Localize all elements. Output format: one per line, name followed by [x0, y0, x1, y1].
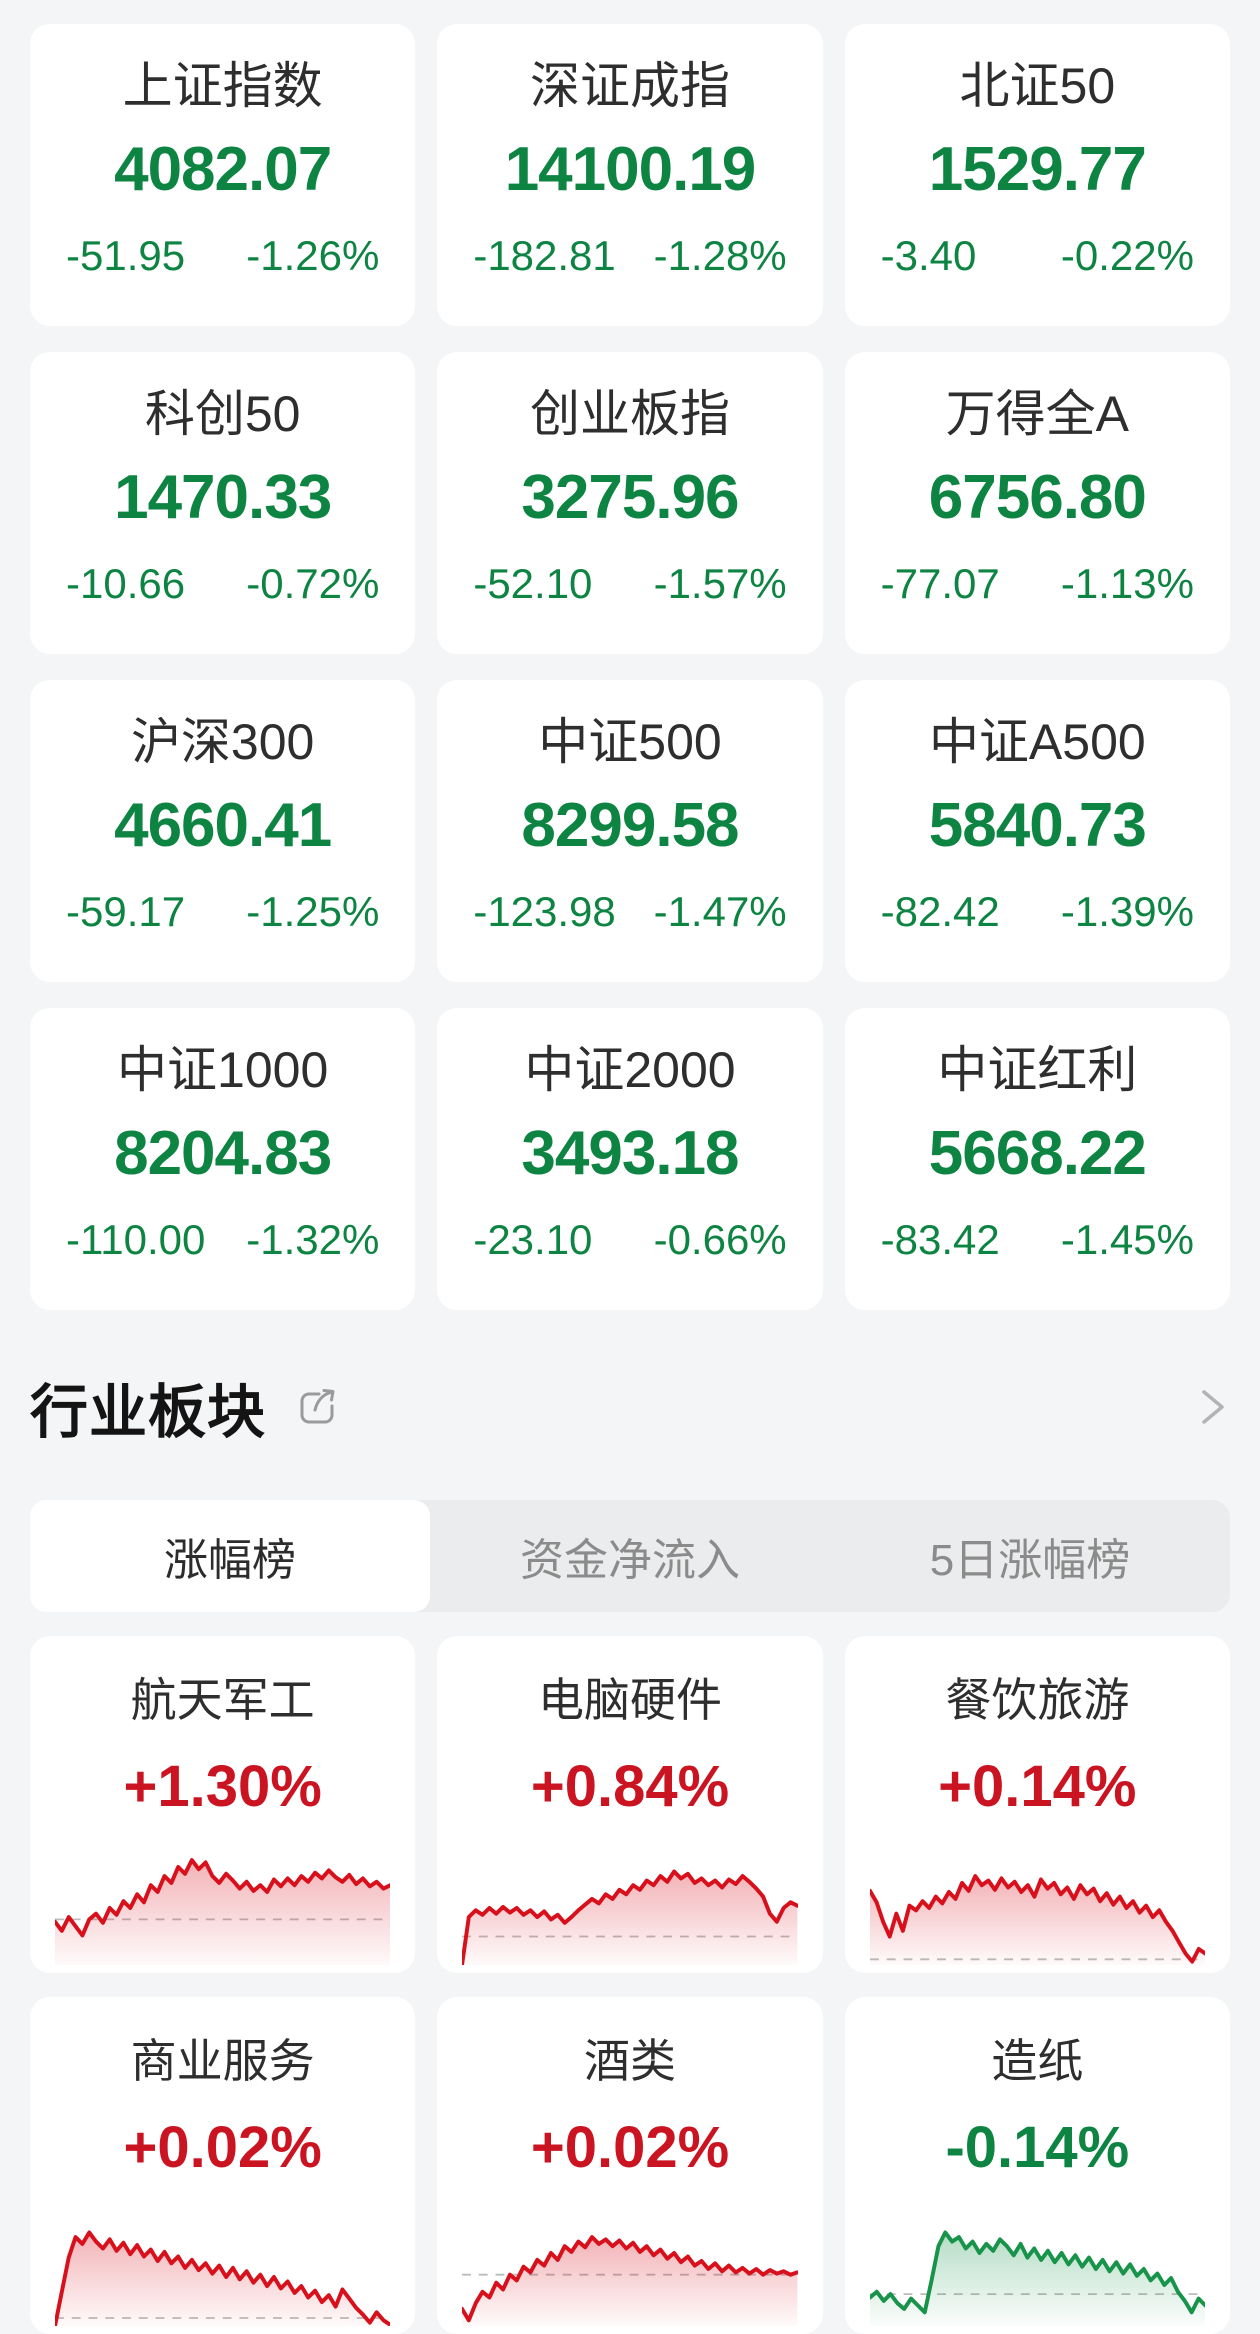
index-value: 14100.19	[504, 135, 757, 204]
index-change-pct: -0.66%	[653, 1216, 787, 1263]
index-change-pct: -1.32%	[246, 1216, 380, 1263]
sector-change: +0.14%	[938, 1754, 1137, 1819]
sector-name: 酒类	[583, 2035, 676, 2087]
sector-change: +0.02%	[123, 2115, 322, 2180]
index-value: 1529.77	[928, 135, 1147, 204]
sector-card-business-services[interactable]: 商业服务 +0.02%	[30, 1997, 416, 2334]
index-card-kechuang50[interactable]: 科创50 1470.33 -10.66 -0.72%	[30, 352, 416, 654]
index-value: 8204.83	[114, 1119, 332, 1188]
index-change: -3.40	[880, 232, 977, 279]
index-value: 8299.58	[521, 791, 739, 860]
sector-name: 造纸	[991, 2035, 1084, 2087]
index-change-pct: -1.28%	[653, 232, 787, 279]
sector-sparkline-chart	[869, 1851, 1205, 1965]
index-change-pct: -1.39%	[1060, 888, 1194, 935]
index-name: 上证指数	[122, 58, 323, 114]
index-card-zhongzheng1000[interactable]: 中证1000 8204.83 -110.00 -1.32%	[30, 1008, 416, 1310]
index-card-beizheng50[interactable]: 北证50 1529.77 -3.40 -0.22%	[844, 24, 1230, 326]
index-change: -182.81	[473, 232, 616, 279]
tab-net-inflow[interactable]: 资金净流入	[520, 1536, 740, 1585]
index-value: 6756.80	[928, 463, 1147, 532]
index-name: 万得全A	[945, 386, 1129, 442]
index-card-grid: 上证指数 4082.07 -51.95 -1.26% 深证成指 14100.19…	[30, 24, 1230, 1310]
sector-card-grid: 航天军工 +1.30% 电脑硬件 +0.84% 餐饮旅游 +0.14% 商业服务…	[30, 1636, 1230, 2334]
index-card-hushen300[interactable]: 沪深300 4660.41 -59.17 -1.25%	[30, 680, 416, 982]
index-change-pct: -1.57%	[653, 560, 787, 607]
tab-gainers[interactable]: 涨幅榜	[30, 1500, 430, 1612]
sector-name: 电脑硬件	[537, 1674, 722, 1726]
sector-sparkline-chart	[55, 2212, 391, 2326]
index-change: -23.10	[473, 1216, 593, 1263]
index-change: -59.17	[66, 888, 186, 935]
index-card-wind-all-a[interactable]: 万得全A 6756.80 -77.07 -1.13%	[844, 352, 1230, 654]
sector-name: 航天军工	[130, 1674, 315, 1726]
index-change-pct: -1.47%	[653, 888, 787, 935]
chevron-right-icon[interactable]	[1196, 1384, 1230, 1430]
index-card-zhongzheng-hongli[interactable]: 中证红利 5668.22 -83.42 -1.45%	[844, 1008, 1230, 1310]
sector-section-header: 行业板块	[30, 1370, 1230, 1445]
sector-card-papermaking[interactable]: 造纸 -0.14%	[844, 1997, 1230, 2334]
index-change: -82.42	[880, 888, 1000, 935]
index-value: 4082.07	[114, 135, 332, 204]
sector-change: +0.84%	[530, 1754, 730, 1819]
index-name: 中证A500	[928, 714, 1146, 770]
index-change-pct: -1.25%	[246, 888, 380, 935]
index-card-chuangyeban[interactable]: 创业板指 3275.96 -52.10 -1.57%	[437, 352, 823, 654]
index-change: -123.98	[473, 888, 616, 935]
sector-card-computer-hardware[interactable]: 电脑硬件 +0.84%	[437, 1636, 823, 1973]
index-card-zhongzheng-a500[interactable]: 中证A500 5840.73 -82.42 -1.39%	[844, 680, 1230, 982]
index-name: 北证50	[959, 58, 1116, 114]
sector-card-aerospace[interactable]: 航天军工 +1.30%	[30, 1636, 416, 1973]
sector-sparkline-chart	[462, 1851, 798, 1965]
index-value: 1470.33	[114, 463, 332, 532]
sector-change: +1.30%	[123, 1754, 322, 1819]
section-title: 行业板块	[30, 1380, 267, 1445]
index-change: -10.66	[66, 560, 186, 607]
index-card-shenzhen[interactable]: 深证成指 14100.19 -182.81 -1.28%	[437, 24, 823, 326]
sector-name: 商业服务	[130, 2035, 315, 2087]
index-change: -52.10	[473, 560, 593, 607]
index-card-shanghai[interactable]: 上证指数 4082.07 -51.95 -1.26%	[30, 24, 416, 326]
index-name: 中证红利	[937, 1042, 1138, 1098]
index-value: 5840.73	[928, 791, 1147, 860]
index-change-pct: -1.45%	[1060, 1216, 1194, 1263]
sector-sparkline-chart	[462, 2212, 798, 2326]
sector-sparkline-chart	[55, 1851, 391, 1965]
sector-card-liquor[interactable]: 酒类 +0.02%	[437, 1997, 823, 2334]
index-name: 创业板指	[529, 386, 730, 442]
index-value: 4660.41	[114, 791, 332, 860]
index-name: 中证500	[538, 714, 722, 770]
index-value: 3275.96	[521, 463, 739, 532]
index-change: -110.00	[66, 1216, 206, 1263]
sector-sparkline-chart	[869, 2212, 1205, 2326]
index-name: 沪深300	[130, 714, 315, 770]
index-value: 3493.18	[521, 1119, 739, 1188]
sector-change: -0.14%	[945, 2115, 1130, 2180]
index-name: 科创50	[144, 386, 301, 442]
index-change: -83.42	[880, 1216, 1000, 1263]
index-name: 中证1000	[117, 1042, 329, 1098]
index-change-pct: -0.72%	[246, 560, 380, 607]
index-name: 深证成指	[529, 58, 730, 114]
index-change-pct: -1.13%	[1060, 560, 1194, 607]
sector-tabbar: 涨幅榜 资金净流入 5日涨幅榜	[30, 1500, 1230, 1612]
index-name: 中证2000	[524, 1042, 736, 1098]
index-card-zhongzheng500[interactable]: 中证500 8299.58 -123.98 -1.47%	[437, 680, 823, 982]
index-change: -51.95	[66, 232, 186, 279]
share-icon[interactable]	[294, 1384, 340, 1430]
sector-card-catering-tourism[interactable]: 餐饮旅游 +0.14%	[844, 1636, 1230, 1973]
index-change: -77.07	[880, 560, 1000, 607]
index-change-pct: -1.26%	[246, 232, 380, 279]
index-card-zhongzheng2000[interactable]: 中证2000 3493.18 -23.10 -0.66%	[437, 1008, 823, 1310]
index-value: 5668.22	[928, 1119, 1147, 1188]
tab-5day-gainers[interactable]: 5日涨幅榜	[929, 1536, 1131, 1585]
sector-change: +0.02%	[530, 2115, 730, 2180]
sector-name: 餐饮旅游	[945, 1674, 1130, 1726]
index-change-pct: -0.22%	[1060, 232, 1194, 279]
